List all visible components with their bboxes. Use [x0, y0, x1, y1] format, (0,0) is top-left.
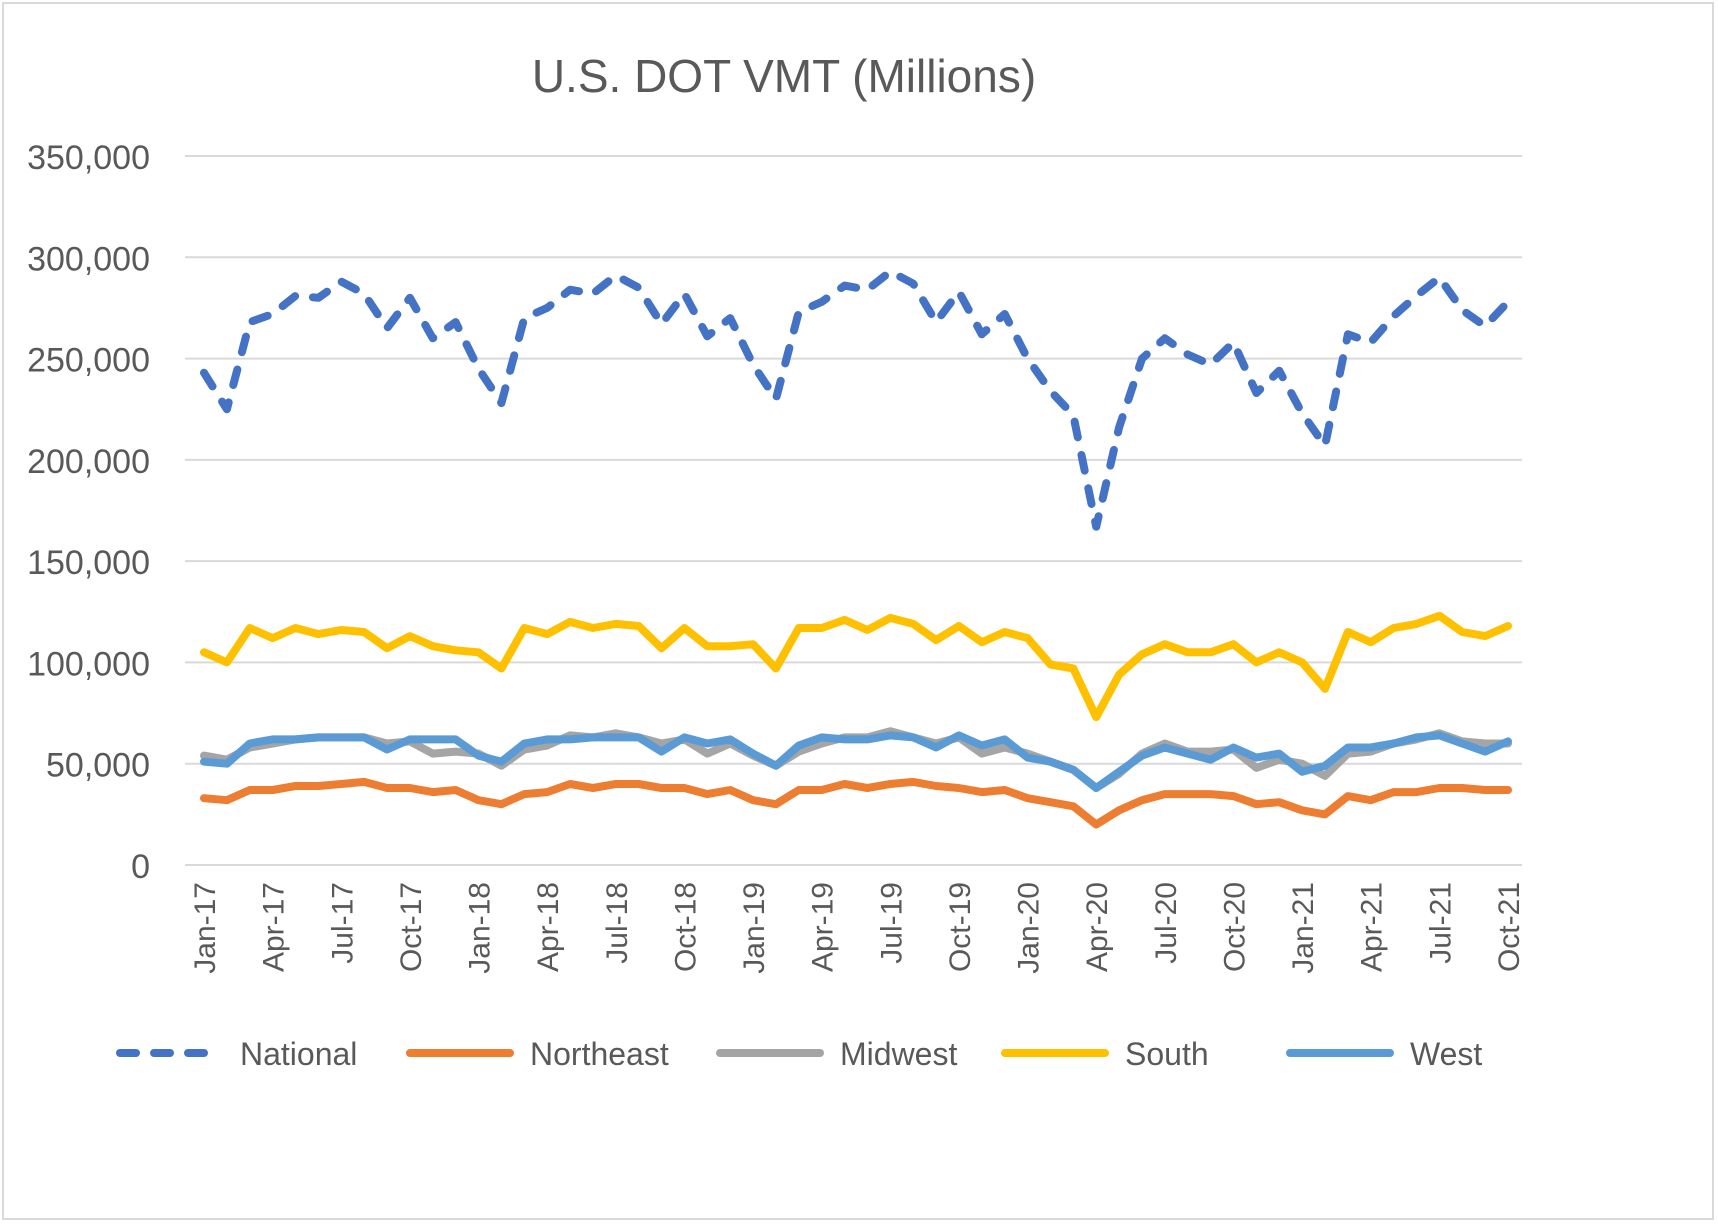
y-tick-label: 300,000: [27, 240, 150, 278]
legend-item-south: South: [1001, 1036, 1209, 1072]
x-tick-label: Oct-18: [669, 882, 702, 972]
gridlines: [185, 155, 1522, 866]
legend-item-west: West: [1286, 1036, 1482, 1072]
x-tick-label: Jan-21: [1287, 882, 1320, 974]
x-tick-label: Apr-18: [532, 882, 565, 972]
y-tick-label: 200,000: [27, 443, 150, 481]
x-tick-label: Jan-17: [189, 882, 222, 974]
legend: National Northeast Midwest South West: [116, 1036, 1482, 1072]
x-tick-label: Apr-20: [1081, 882, 1114, 972]
x-tick-label: Jul-18: [601, 882, 634, 964]
y-tick-label: 0: [131, 848, 150, 886]
y-axis-ticks: 0 50,000 100,000 150,000 200,000 250,000 300,0…: [27, 139, 150, 886]
y-tick-label: 100,000: [27, 645, 150, 683]
legend-item-northeast: Northeast: [406, 1036, 669, 1072]
chart-title: U.S. DOT VMT (Millions): [532, 50, 1036, 102]
y-tick-label: 150,000: [27, 544, 150, 582]
series-line-northeast: [200, 777, 1512, 829]
x-tick-label: Jul-17: [326, 882, 359, 964]
x-tick-label: Oct-21: [1493, 882, 1526, 972]
legend-item-midwest: Midwest: [716, 1036, 957, 1072]
x-tick-label: Apr-17: [258, 882, 291, 972]
x-tick-label: Jan-18: [464, 882, 497, 974]
x-tick-label: Oct-19: [944, 882, 977, 972]
y-tick-label: 250,000: [27, 342, 150, 380]
x-tick-label: Jul-21: [1424, 882, 1457, 964]
series-line-national: [200, 267, 1512, 531]
legend-label: South: [1125, 1036, 1209, 1072]
series-line-south: [200, 611, 1512, 722]
x-tick-label: Jul-19: [875, 882, 908, 964]
x-tick-label: Jan-20: [1013, 882, 1046, 974]
x-tick-label: Jul-20: [1150, 882, 1183, 964]
x-tick-label: Oct-17: [395, 882, 428, 972]
y-tick-label: 350,000: [27, 139, 150, 177]
legend-label: Midwest: [840, 1036, 957, 1072]
y-tick-label: 50,000: [46, 747, 150, 785]
legend-label: West: [1410, 1036, 1482, 1072]
x-tick-label: Apr-21: [1356, 882, 1389, 972]
legend-label: Northeast: [530, 1036, 669, 1072]
legend-label: National: [240, 1036, 357, 1072]
x-tick-label: Apr-19: [807, 882, 840, 972]
series-lines: [200, 267, 1512, 829]
legend-item-national: National: [116, 1036, 357, 1072]
x-axis-ticks: Jan-17 Apr-17 Jul-17 Oct-17 Jan-18 Apr-18 Jul-…: [189, 882, 1526, 974]
series-line-west: [200, 731, 1512, 792]
x-tick-label: Oct-20: [1218, 882, 1251, 972]
x-tick-label: Jan-19: [738, 882, 771, 974]
